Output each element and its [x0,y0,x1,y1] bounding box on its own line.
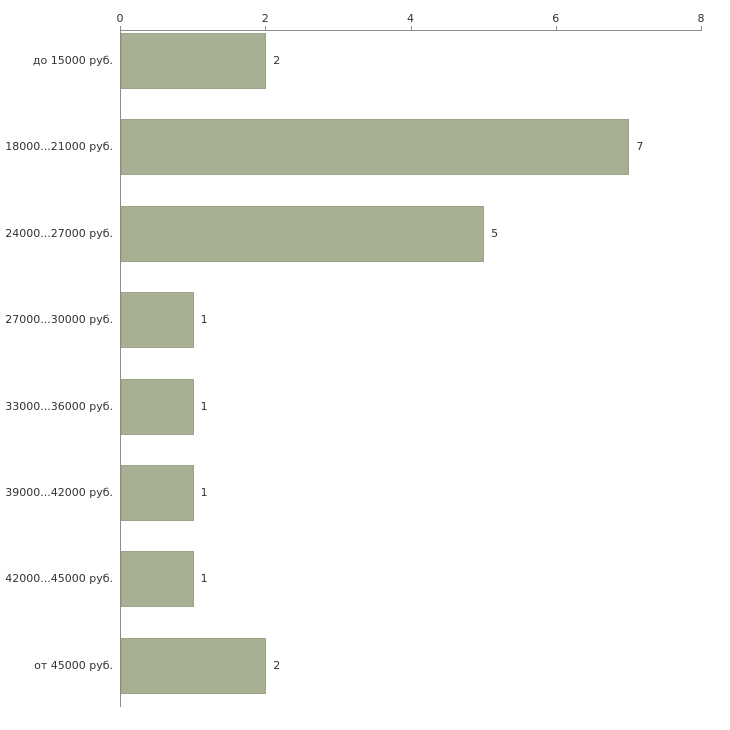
x-axis-tick [701,26,702,31]
bar [121,292,194,349]
value-label: 1 [200,313,208,327]
category-label: 18000...21000 руб. [5,140,113,154]
x-axis-tick-label: 8 [697,12,705,25]
category-label: 27000...30000 руб. [5,313,113,327]
x-axis-tick [555,26,557,31]
x-axis-tick [265,26,267,31]
bar [121,33,267,89]
bar [121,378,194,435]
bar [121,637,267,694]
x-axis-tick-label: 6 [552,12,560,25]
x-axis-tick [120,26,121,31]
category-label: от 45000 руб. [34,658,113,672]
bar [121,551,194,608]
bar [121,465,194,521]
x-axis-tick [410,26,412,31]
value-label: 7 [636,140,644,154]
value-label: 5 [491,226,499,240]
value-label: 1 [200,399,208,413]
x-axis-tick-label: 4 [407,12,414,25]
category-label: 33000...36000 руб. [5,399,113,413]
bar [121,119,630,176]
x-axis-tick-label: 2 [261,12,269,25]
y-axis-line [120,30,121,707]
category-label: до 15000 руб. [32,54,113,67]
category-label: 42000...45000 руб. [5,572,113,586]
category-label: 24000...27000 руб. [5,226,113,240]
x-axis-tick-label: 0 [116,12,124,25]
category-label: 39000...42000 руб. [5,486,113,499]
value-label: 2 [273,54,281,67]
value-label: 1 [200,486,208,499]
value-label: 1 [200,572,208,586]
value-label: 2 [273,658,281,672]
bar [121,205,485,262]
